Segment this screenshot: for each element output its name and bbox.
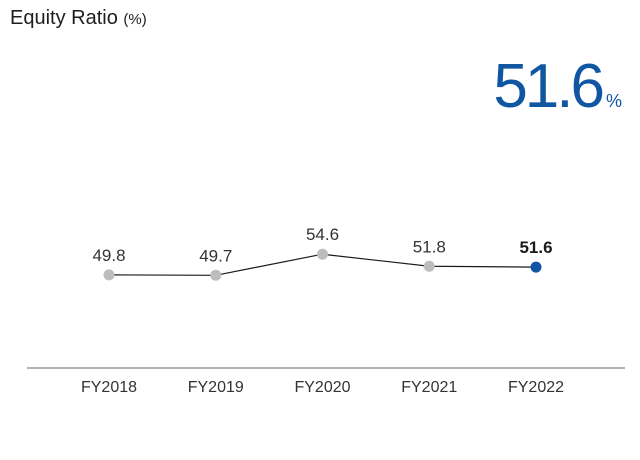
data-point-latest (530, 261, 542, 273)
data-point (423, 260, 435, 272)
data-label: 51.6 (519, 238, 552, 257)
x-tick-label: FY2020 (294, 379, 350, 396)
latest-value-number: 51.6 (493, 52, 605, 121)
latest-value-unit: % (605, 91, 622, 111)
x-tick-label: FY2022 (508, 379, 564, 396)
x-tick-label: FY2019 (188, 379, 244, 396)
data-labels: 49.8 49.7 54.6 51.8 51.6 (92, 225, 552, 265)
data-label: 49.7 (199, 246, 232, 265)
x-tick-label: FY2021 (401, 379, 457, 396)
data-points (103, 248, 542, 281)
data-point (210, 269, 222, 281)
data-label: 51.8 (413, 237, 446, 256)
chart-title-unit: (%) (123, 11, 147, 28)
chart-title: Equity Ratio (%) (10, 6, 147, 32)
latest-value-highlight: 51.6% (493, 52, 622, 122)
data-point (103, 269, 115, 281)
data-label: 49.8 (92, 246, 125, 265)
data-label: 54.6 (306, 225, 339, 244)
x-tick-label: FY2018 (81, 379, 137, 396)
chart-title-text: Equity Ratio (10, 7, 118, 29)
x-tick-labels: FY2018 FY2019 FY2020 FY2021 FY2022 (81, 379, 564, 396)
data-point (317, 248, 328, 260)
